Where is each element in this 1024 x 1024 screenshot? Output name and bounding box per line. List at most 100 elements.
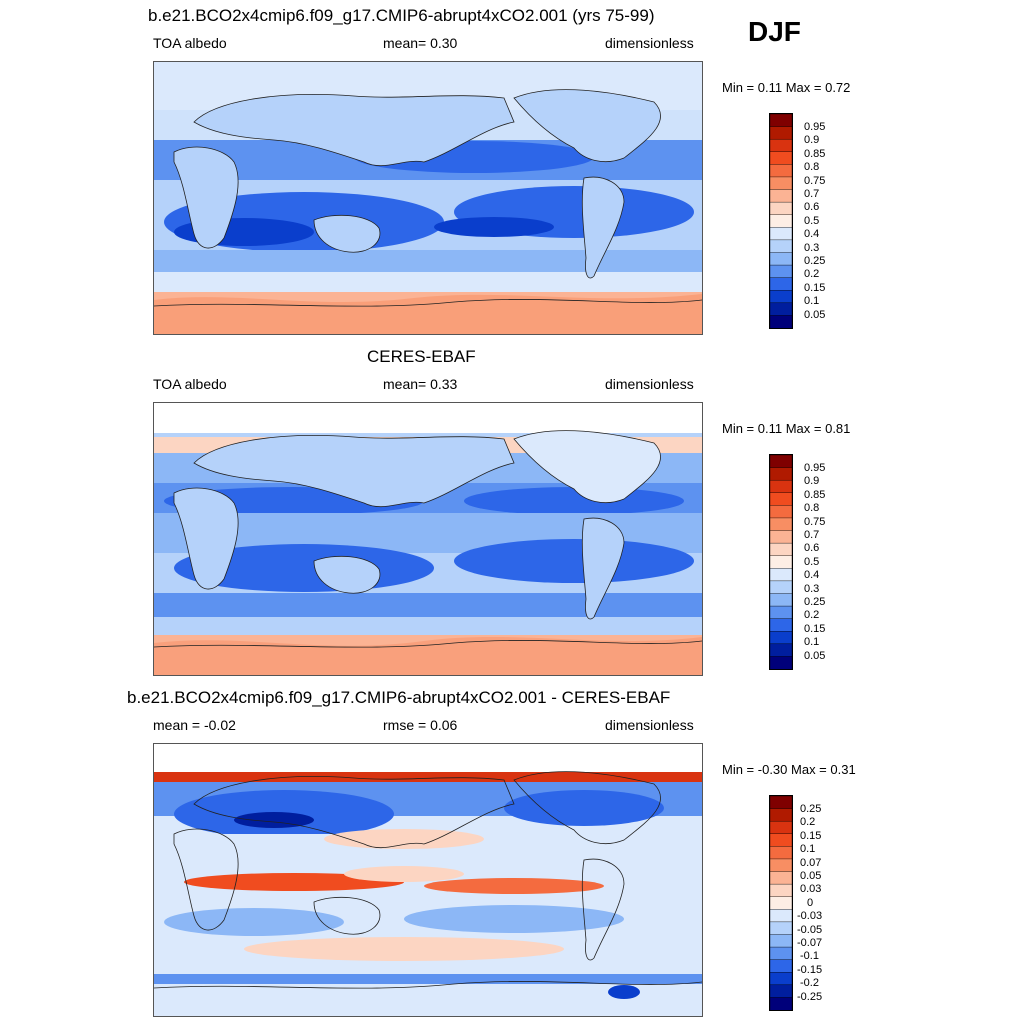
colorbar-swatch	[770, 934, 792, 948]
colorbar-swatch	[770, 605, 792, 620]
panel-1-tick: 0.5	[804, 215, 820, 227]
colorbar-swatch	[770, 808, 792, 822]
colorbar-swatch	[770, 833, 792, 847]
panel-3-difference-field	[154, 744, 702, 1016]
panel-3-tick: 0.05	[800, 870, 822, 882]
colorbar-swatch	[770, 151, 792, 165]
colorbar-swatch	[770, 796, 792, 810]
panel-1-tick: 0.05	[804, 309, 826, 321]
panel-2-mean-label: mean= 0.33	[383, 376, 458, 392]
panel-3-tick: 0.2	[800, 816, 816, 828]
panel-3-tick: -0.1	[800, 950, 819, 962]
colorbar-swatch	[770, 997, 792, 1010]
colorbar-swatch	[770, 618, 792, 632]
panel-2-tick: 0.5	[804, 556, 820, 568]
panel-1-tick: 0.75	[804, 175, 826, 187]
colorbar-swatch	[770, 252, 792, 266]
colorbar-swatch	[770, 277, 792, 291]
colorbar-swatch	[770, 290, 792, 304]
panel-3-tick: -0.03	[797, 910, 823, 922]
panel-3-tick: -0.07	[797, 937, 823, 949]
colorbar-swatch	[770, 467, 792, 481]
colorbar-swatch	[770, 568, 792, 582]
colorbar-swatch	[770, 505, 792, 519]
panel-2-tick: 0.4	[804, 569, 820, 581]
colorbar-swatch	[770, 871, 792, 885]
colorbar-swatch	[770, 959, 792, 973]
panel-2-colorbar-swatches	[770, 455, 792, 669]
panel-2-tick: 0.05	[804, 650, 826, 662]
colorbar-swatch	[770, 126, 792, 140]
panel-1-minmax: Min = 0.11 Max = 0.72	[722, 80, 851, 95]
colorbar-swatch	[770, 492, 792, 506]
colorbar-swatch	[770, 593, 792, 607]
panel-3-tick: -0.2	[800, 977, 819, 989]
panel-2-tick: 0.2	[804, 609, 820, 621]
panel-1-title: b.e21.BCO2x4cmip6.f09_g17.CMIP6-abrupt4x…	[148, 6, 655, 25]
colorbar-swatch	[770, 921, 792, 936]
colorbar-swatch	[770, 479, 792, 494]
panel-2-tick: 0.85	[804, 489, 826, 501]
panel-1-tick: 0.2	[804, 268, 820, 280]
colorbar-swatch	[770, 631, 792, 645]
panel-3-tick: 0.03	[800, 883, 822, 895]
colorbar-swatch	[770, 214, 792, 228]
panel-1-albedo-field	[154, 62, 702, 334]
colorbar-swatch	[770, 164, 792, 178]
panel-1-tick: 0.85	[804, 148, 826, 160]
panel-2-title: CERES-EBAF	[367, 347, 476, 366]
colorbar-swatch	[770, 114, 792, 128]
colorbar-swatch	[770, 239, 792, 254]
panel-2-albedo-field	[154, 403, 702, 675]
colorbar-swatch	[770, 264, 792, 279]
colorbar-swatch	[770, 138, 792, 153]
panel-1-tick: 0.15	[804, 282, 826, 294]
panel-3-mean-label: mean = -0.02	[153, 717, 236, 733]
colorbar-swatch	[770, 580, 792, 595]
colorbar-swatch	[770, 909, 792, 923]
colorbar-swatch	[770, 883, 792, 898]
panel-1-tick: 0.25	[804, 255, 826, 267]
panel-1-tick: 0.6	[804, 201, 820, 213]
colorbar-swatch	[770, 189, 792, 203]
panel-2-variable-label: TOA albedo	[153, 376, 227, 392]
colorbar-swatch	[770, 227, 792, 241]
panel-1-colorbar	[769, 113, 793, 329]
panel-3-colorbar	[769, 795, 793, 1011]
panel-1-variable-label: TOA albedo	[153, 35, 227, 51]
panel-3-title: b.e21.BCO2x4cmip6.f09_g17.CMIP6-abrupt4x…	[127, 688, 671, 707]
panel-2-map	[153, 402, 703, 676]
colorbar-swatch	[770, 946, 792, 961]
panel-3-units-label: dimensionless	[605, 717, 694, 733]
panel-1-tick: 0.1	[804, 295, 820, 307]
colorbar-swatch	[770, 972, 792, 986]
colorbar-swatch	[770, 176, 792, 191]
season-label: DJF	[748, 16, 801, 47]
panel-1-tick: 0.3	[804, 242, 820, 254]
panel-1-mean-label: mean= 0.30	[383, 35, 458, 51]
colorbar-swatch	[770, 530, 792, 544]
colorbar-swatch	[770, 542, 792, 557]
panel-2-tick: 0.6	[804, 542, 820, 554]
panel-2-tick: 0.75	[804, 516, 826, 528]
panel-3-colorbar-swatches	[770, 796, 792, 1010]
panel-1-tick: 0.7	[804, 188, 820, 200]
panel-3-tick: 0.25	[800, 803, 822, 815]
panel-2-units-label: dimensionless	[605, 376, 694, 392]
colorbar-swatch	[770, 201, 792, 216]
panel-1-units-label: dimensionless	[605, 35, 694, 51]
panel-2-tick: 0.25	[804, 596, 826, 608]
colorbar-swatch	[770, 302, 792, 317]
panel-3-map	[153, 743, 703, 1017]
colorbar-swatch	[770, 656, 792, 669]
panel-1-tick: 0.8	[804, 161, 820, 173]
panel-1-colorbar-swatches	[770, 114, 792, 328]
panel-3-tick: 0.15	[800, 830, 822, 842]
colorbar-swatch	[770, 455, 792, 469]
panel-3-rmse-label: rmse = 0.06	[383, 717, 458, 733]
panel-3-tick: -0.05	[797, 924, 823, 936]
panel-2-tick: 0.3	[804, 583, 820, 595]
panel-2-tick: 0.95	[804, 462, 826, 474]
panel-2-tick: 0.8	[804, 502, 820, 514]
panel-2-tick: 0.7	[804, 529, 820, 541]
